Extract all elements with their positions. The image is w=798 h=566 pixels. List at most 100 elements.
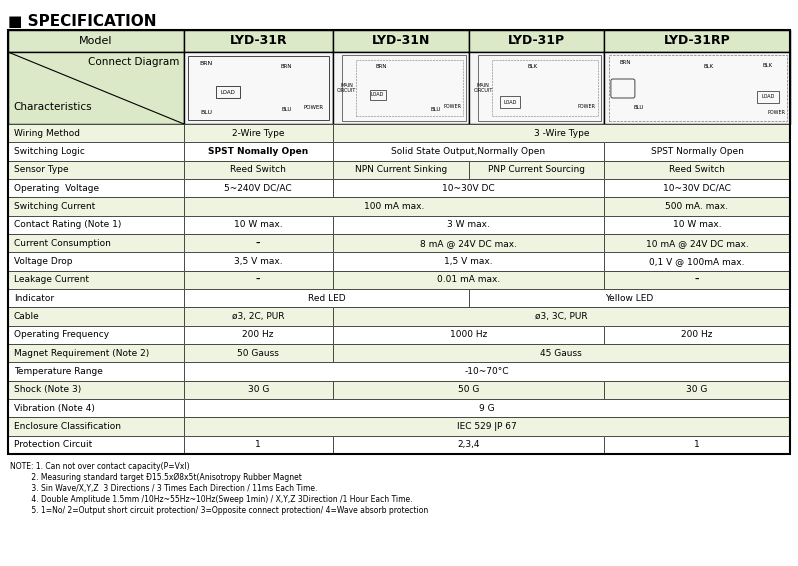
Bar	[492, 60, 598, 116]
Bar	[604, 436, 790, 454]
Text: SPST Nomally Open: SPST Nomally Open	[208, 147, 308, 156]
Bar	[333, 436, 604, 454]
Bar	[8, 399, 184, 417]
Bar	[184, 325, 333, 344]
Text: BRN: BRN	[200, 61, 212, 66]
Text: POWER: POWER	[444, 104, 461, 109]
Bar	[342, 55, 466, 121]
Text: 100 mA max.: 100 mA max.	[364, 202, 424, 211]
Bar	[478, 55, 601, 121]
Bar	[604, 325, 790, 344]
Bar	[469, 161, 604, 179]
Bar	[184, 362, 790, 381]
Bar	[604, 179, 790, 198]
Bar	[604, 142, 790, 161]
Bar	[184, 142, 333, 161]
Text: BLU: BLU	[634, 105, 644, 110]
Text: BRN: BRN	[281, 64, 292, 69]
Bar	[184, 436, 333, 454]
Text: ø3, 2C, PUR: ø3, 2C, PUR	[232, 312, 285, 321]
Bar	[333, 307, 790, 325]
Bar	[8, 30, 790, 454]
Bar	[8, 234, 184, 252]
Text: LYD-31RP: LYD-31RP	[664, 35, 730, 48]
Bar	[369, 90, 385, 100]
Bar	[188, 56, 329, 120]
Text: –: –	[256, 239, 260, 248]
Bar	[8, 161, 184, 179]
Bar	[333, 234, 604, 252]
Bar	[469, 52, 604, 124]
Text: Switching Current: Switching Current	[14, 202, 95, 211]
Text: LYD-31P: LYD-31P	[508, 35, 565, 48]
Text: Enclosure Classification: Enclosure Classification	[14, 422, 121, 431]
Text: 2-Wire Type: 2-Wire Type	[232, 128, 285, 138]
Text: –: –	[256, 275, 260, 284]
Text: 0,1 V @ 100mA max.: 0,1 V @ 100mA max.	[650, 257, 745, 266]
Bar	[333, 325, 604, 344]
Bar	[188, 56, 329, 120]
Text: BLU: BLU	[282, 107, 292, 112]
Bar	[500, 96, 520, 108]
Bar	[184, 399, 790, 417]
Bar	[184, 30, 333, 52]
Text: LOAD: LOAD	[220, 89, 235, 95]
Bar	[604, 142, 790, 161]
Text: Switching Logic: Switching Logic	[14, 147, 85, 156]
Bar	[184, 252, 333, 271]
Bar	[333, 142, 604, 161]
Bar	[8, 198, 184, 216]
Bar	[184, 399, 790, 417]
Text: Solid State Output,Normally Open: Solid State Output,Normally Open	[391, 147, 545, 156]
Bar	[8, 234, 184, 252]
Text: 1,5 V max.: 1,5 V max.	[444, 257, 492, 266]
Text: Contact Rating (Note 1): Contact Rating (Note 1)	[14, 220, 121, 229]
Text: PNP Current Sourcing: PNP Current Sourcing	[488, 165, 585, 174]
Bar	[604, 325, 790, 344]
Bar	[604, 52, 790, 124]
Bar	[8, 271, 184, 289]
Bar	[184, 271, 333, 289]
Bar	[8, 417, 184, 436]
Bar	[604, 198, 790, 216]
Bar	[604, 252, 790, 271]
Bar	[8, 325, 184, 344]
Bar	[8, 198, 184, 216]
Bar	[333, 30, 469, 52]
Bar	[8, 30, 184, 52]
Bar	[604, 271, 790, 289]
Bar	[216, 86, 240, 98]
Text: 3. Sin Wave/X,Y,Z  3 Directions / 3 Times Each Direction / 11ms Each Time.: 3. Sin Wave/X,Y,Z 3 Directions / 3 Times…	[10, 484, 318, 493]
Text: 45 Gauss: 45 Gauss	[540, 349, 582, 358]
Text: 10 W max.: 10 W max.	[234, 220, 282, 229]
Text: 30 G: 30 G	[247, 385, 269, 395]
Bar	[333, 161, 469, 179]
Text: 1: 1	[255, 440, 261, 449]
Bar	[184, 161, 333, 179]
Text: BLK: BLK	[527, 64, 537, 69]
Text: BLK: BLK	[763, 63, 772, 68]
Bar	[333, 142, 604, 161]
Bar	[333, 344, 790, 362]
Text: Indicator: Indicator	[14, 294, 54, 303]
Bar	[184, 381, 333, 399]
Text: NPN Current Sinking: NPN Current Sinking	[355, 165, 447, 174]
Bar	[8, 142, 184, 161]
Bar	[333, 252, 604, 271]
Bar	[184, 417, 790, 436]
Bar	[184, 234, 333, 252]
Bar	[333, 344, 790, 362]
Text: Voltage Drop: Voltage Drop	[14, 257, 73, 266]
Bar	[604, 381, 790, 399]
Bar	[333, 307, 790, 325]
Bar	[8, 325, 184, 344]
Bar	[184, 307, 333, 325]
Text: LOAD: LOAD	[371, 92, 384, 97]
Text: Operating Frequency: Operating Frequency	[14, 331, 109, 340]
Bar	[604, 271, 790, 289]
Text: 50 Gauss: 50 Gauss	[237, 349, 279, 358]
Bar	[757, 91, 779, 103]
Bar	[333, 252, 604, 271]
Text: -10~70°C: -10~70°C	[464, 367, 509, 376]
Bar	[604, 381, 790, 399]
